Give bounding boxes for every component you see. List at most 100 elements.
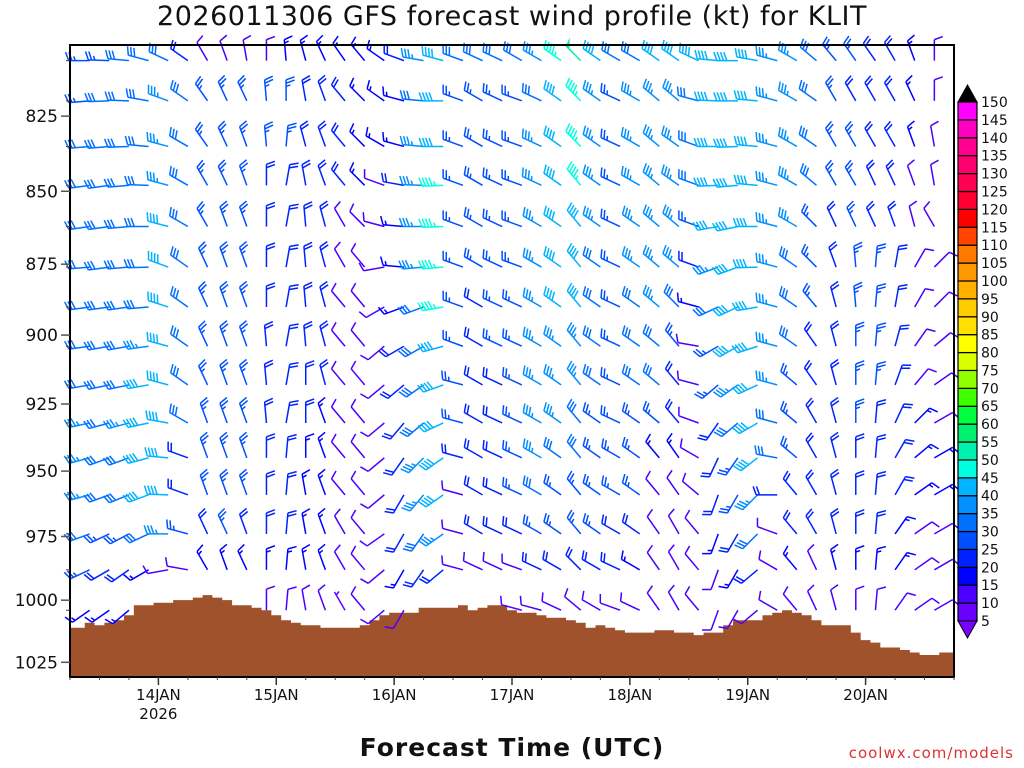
wind-barb xyxy=(679,438,699,459)
barb-feather xyxy=(441,555,444,565)
barb-staff xyxy=(387,384,405,399)
wind-barb xyxy=(582,473,601,496)
wind-barb xyxy=(147,291,169,308)
wind-barb xyxy=(238,507,249,535)
wind-barb xyxy=(418,137,444,148)
barb-staff xyxy=(263,125,268,147)
wind-barb xyxy=(755,370,778,386)
barb-staff xyxy=(317,549,327,571)
barb-half-feather xyxy=(704,266,709,272)
barb-staff xyxy=(330,168,346,186)
barb-feather xyxy=(129,339,135,349)
barb-feather xyxy=(906,515,916,520)
barb-feather xyxy=(545,365,550,375)
barb-staff xyxy=(742,494,759,511)
barb-feather xyxy=(567,125,573,135)
barb-feather xyxy=(566,360,573,370)
barb-feather xyxy=(402,136,407,146)
barb-staff xyxy=(543,88,562,102)
barb-feather xyxy=(761,410,765,420)
barb-feather xyxy=(826,78,834,87)
wind-barb xyxy=(718,494,739,514)
barb-feather xyxy=(128,533,137,541)
barb-feather xyxy=(384,469,394,474)
barb-feather xyxy=(900,324,910,327)
wind-barb xyxy=(219,358,229,386)
barb-staff xyxy=(169,174,189,186)
barb-feather xyxy=(907,159,915,167)
barb-staff xyxy=(582,294,601,308)
barb-half-feather xyxy=(430,537,435,541)
barb-half-feather xyxy=(202,477,207,482)
barb-feather xyxy=(400,348,409,356)
barb-staff xyxy=(425,533,444,547)
barb-feather xyxy=(925,288,935,292)
wind-barb xyxy=(678,42,699,62)
wind-barb xyxy=(350,36,366,62)
barb-staff xyxy=(565,554,582,571)
barb-staff xyxy=(219,437,228,459)
barb-half-feather xyxy=(300,40,306,45)
barb-staff xyxy=(382,223,405,228)
barb-half-feather xyxy=(786,216,789,222)
wind-barb xyxy=(103,569,130,583)
credit-link[interactable]: coolwx.com/models xyxy=(848,744,1014,762)
barb-feather xyxy=(427,300,433,310)
barb-staff xyxy=(705,422,719,441)
barb-feather xyxy=(240,203,249,211)
barb-feather xyxy=(239,159,248,167)
barb-feather xyxy=(196,200,204,209)
wind-barb xyxy=(217,120,228,147)
barb-staff xyxy=(217,127,228,147)
barb-feather xyxy=(876,325,886,330)
barb-feather xyxy=(626,44,630,54)
barb-feather xyxy=(403,304,411,313)
barb-feather xyxy=(666,363,673,372)
wind-barb xyxy=(238,159,249,186)
barb-half-feather xyxy=(384,260,388,266)
barb-feather xyxy=(86,419,93,428)
barb-feather xyxy=(624,207,629,217)
barb-staff xyxy=(543,372,562,386)
barb-feather xyxy=(885,78,893,87)
barb-staff xyxy=(197,247,209,268)
wind-barb xyxy=(350,545,366,571)
wind-barb xyxy=(332,35,346,62)
barb-feather xyxy=(319,280,328,288)
wind-barb xyxy=(621,512,641,535)
barb-staff xyxy=(107,145,129,148)
barb-feather xyxy=(831,323,840,330)
barb-feather xyxy=(712,391,722,398)
barb-feather xyxy=(778,246,783,256)
barb-feather xyxy=(619,592,623,602)
barb-staff xyxy=(914,248,926,268)
barb-feather xyxy=(603,210,606,220)
barb-feather xyxy=(166,519,169,529)
barb-half-feather xyxy=(805,252,809,258)
barb-feather xyxy=(330,398,337,408)
barb-staff xyxy=(566,368,582,386)
wind-barb xyxy=(752,486,778,496)
barb-feather xyxy=(485,478,488,488)
barb-half-feather xyxy=(570,518,575,524)
barb-feather xyxy=(485,441,488,451)
wind-barb xyxy=(855,433,865,458)
barb-feather xyxy=(199,468,208,476)
wind-barb xyxy=(265,470,276,495)
barb-feather xyxy=(124,175,129,185)
barb-feather xyxy=(855,470,865,475)
barb-feather xyxy=(551,170,556,180)
barb-feather xyxy=(301,584,311,591)
barb-feather xyxy=(70,339,77,349)
barb-feather xyxy=(519,595,522,605)
barb-feather xyxy=(521,128,524,138)
barb-feather xyxy=(543,205,547,215)
barb-staff xyxy=(219,286,228,308)
barb-feather xyxy=(106,380,113,389)
barb-feather xyxy=(736,502,746,509)
barb-feather xyxy=(676,292,680,302)
barb-feather xyxy=(566,470,573,480)
barb-feather xyxy=(666,432,673,442)
wind-barb xyxy=(664,360,680,386)
barb-staff xyxy=(350,553,366,571)
